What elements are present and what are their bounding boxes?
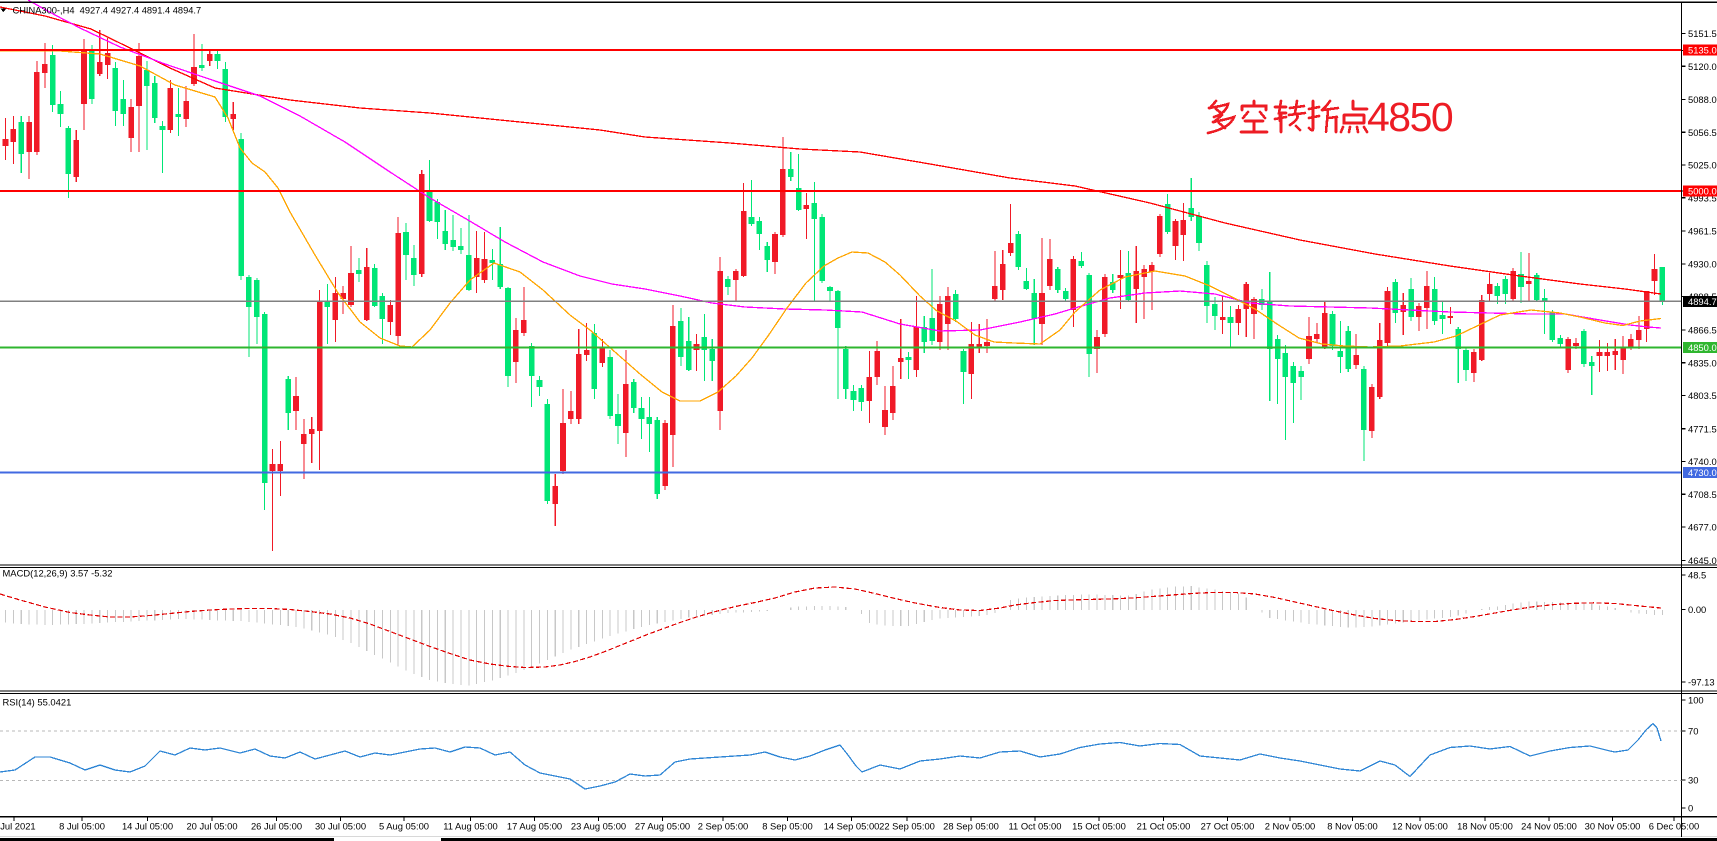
svg-text:6 Dec 05:00: 6 Dec 05:00 — [1649, 821, 1700, 832]
svg-text:4866.5: 4866.5 — [1688, 325, 1717, 336]
svg-text:11 Oct 05:00: 11 Oct 05:00 — [1009, 821, 1062, 832]
svg-text:4993.5: 4993.5 — [1688, 192, 1717, 203]
svg-text:4771.5: 4771.5 — [1688, 423, 1717, 434]
svg-text:0.00: 0.00 — [1688, 604, 1706, 615]
svg-text:4645.0: 4645.0 — [1688, 555, 1717, 566]
svg-text:26 Jul 05:00: 26 Jul 05:00 — [251, 821, 302, 832]
svg-text:RSI(14) 55.0421: RSI(14) 55.0421 — [3, 697, 72, 708]
svg-text:4835.0: 4835.0 — [1688, 357, 1717, 368]
svg-text:-97.13: -97.13 — [1688, 677, 1715, 688]
svg-text:MACD(12,26,9) 3.57 -5.32: MACD(12,26,9) 3.57 -5.32 — [3, 568, 113, 579]
svg-text:5135.0: 5135.0 — [1688, 45, 1717, 56]
svg-text:100: 100 — [1688, 695, 1704, 706]
svg-text:5088.0: 5088.0 — [1688, 94, 1717, 105]
svg-text:18 Nov 05:00: 18 Nov 05:00 — [1457, 821, 1513, 832]
svg-text:27 Aug 05:00: 27 Aug 05:00 — [635, 821, 690, 832]
svg-text:11 Aug 05:00: 11 Aug 05:00 — [443, 821, 498, 832]
svg-text:5000.0: 5000.0 — [1688, 186, 1717, 197]
svg-text:17 Aug 05:00: 17 Aug 05:00 — [507, 821, 562, 832]
svg-text:30: 30 — [1688, 775, 1698, 786]
svg-text:14 Sep 05:00: 14 Sep 05:00 — [824, 821, 880, 832]
svg-text:8 Sep 05:00: 8 Sep 05:00 — [762, 821, 813, 832]
svg-text:4850.0: 4850.0 — [1688, 342, 1717, 353]
svg-text:15 Oct 05:00: 15 Oct 05:00 — [1072, 821, 1126, 832]
svg-text:4708.5: 4708.5 — [1688, 489, 1717, 500]
svg-text:8 Jul 05:00: 8 Jul 05:00 — [59, 821, 105, 832]
svg-text:0: 0 — [1688, 803, 1693, 814]
svg-text:4677.0: 4677.0 — [1688, 522, 1717, 533]
svg-text:5151.5: 5151.5 — [1688, 28, 1717, 39]
svg-text:4803.5: 4803.5 — [1688, 390, 1717, 401]
svg-text:4730.0: 4730.0 — [1688, 467, 1717, 478]
svg-text:5120.0: 5120.0 — [1688, 61, 1717, 72]
svg-text:4930.0: 4930.0 — [1688, 259, 1717, 270]
svg-text:12 Nov 05:00: 12 Nov 05:00 — [1392, 821, 1448, 832]
svg-text:2 Nov 05:00: 2 Nov 05:00 — [1265, 821, 1316, 832]
svg-text:5 Aug 05:00: 5 Aug 05:00 — [379, 821, 429, 832]
svg-text:5025.0: 5025.0 — [1688, 160, 1717, 171]
svg-text:2 Jul 2021: 2 Jul 2021 — [0, 821, 36, 832]
svg-text:4961.5: 4961.5 — [1688, 226, 1717, 237]
svg-text:23 Aug 05:00: 23 Aug 05:00 — [571, 821, 626, 832]
svg-text:4850: 4850 — [1367, 94, 1453, 140]
svg-text:4894.7: 4894.7 — [1688, 296, 1717, 307]
svg-text:30 Jul 05:00: 30 Jul 05:00 — [315, 821, 366, 832]
svg-text:CHINA300-,H4 4927.4 4927.4 48: CHINA300-,H4 4927.4 4927.4 4891.4 4894.7 — [13, 6, 202, 16]
svg-text:70: 70 — [1688, 726, 1698, 737]
svg-text:22 Sep 05:00: 22 Sep 05:00 — [879, 821, 935, 832]
svg-text:21 Oct 05:00: 21 Oct 05:00 — [1137, 821, 1191, 832]
svg-text:4740.0: 4740.0 — [1688, 456, 1717, 467]
svg-text:20 Jul 05:00: 20 Jul 05:00 — [186, 821, 237, 832]
svg-text:48.5: 48.5 — [1688, 570, 1706, 581]
svg-text:28 Sep 05:00: 28 Sep 05:00 — [943, 821, 999, 832]
svg-text:2 Sep 05:00: 2 Sep 05:00 — [698, 821, 749, 832]
svg-text:27 Oct 05:00: 27 Oct 05:00 — [1201, 821, 1255, 832]
svg-text:24 Nov 05:00: 24 Nov 05:00 — [1521, 821, 1577, 832]
svg-text:14 Jul 05:00: 14 Jul 05:00 — [122, 821, 173, 832]
svg-text:30 Nov 05:00: 30 Nov 05:00 — [1585, 821, 1641, 832]
svg-text:8 Nov 05:00: 8 Nov 05:00 — [1327, 821, 1378, 832]
svg-text:5056.5: 5056.5 — [1688, 127, 1717, 138]
